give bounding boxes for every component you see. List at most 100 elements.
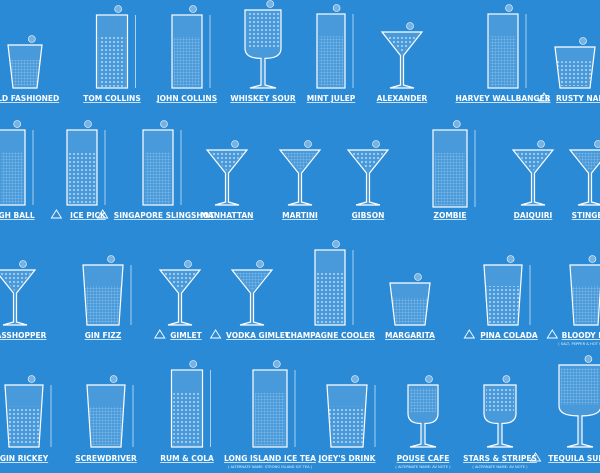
- drink-rum-cola: RUM & COLA: [160, 360, 214, 463]
- liquid-fill: [557, 61, 593, 86]
- garnish-icon: [256, 260, 264, 268]
- liquid-fill: [7, 406, 41, 445]
- garnish-icon: [505, 4, 513, 12]
- drink-name-label: BLOODY MARY: [562, 331, 600, 340]
- liquid-fill: [0, 273, 31, 292]
- drink-gin-fizz: GIN FIZZ: [82, 255, 132, 340]
- garnish-icon: [594, 140, 600, 148]
- drink-bloody-mary: BLOODY MARY ( SALT, PEPPER & HOT SAUCE ): [546, 255, 600, 346]
- garnish-icon: [160, 120, 168, 128]
- drink-name-label: JOEY'S DRINK: [318, 454, 377, 463]
- liquid-fill: [490, 36, 516, 87]
- garnish-icon: [304, 140, 312, 148]
- garnish-icon: [13, 120, 22, 128]
- drink-name-label: GIBSON: [352, 211, 385, 220]
- liquid-fill: [486, 286, 520, 323]
- garnish-icon: [351, 375, 359, 383]
- drink-name-label: OLD FASHIONED: [0, 94, 59, 103]
- liquid-fill: [69, 152, 95, 204]
- martini-glass: [380, 31, 424, 89]
- drink-ice-pick: ICE PICK: [50, 120, 107, 220]
- drink-subtitle: ( ALTERNATE NAME: AV NOTE ): [472, 465, 528, 469]
- drink-name-label: GRASSHOPPER: [0, 331, 47, 340]
- drink-martini: MARTINI: [278, 140, 322, 220]
- drink-john-collins: JOHN COLLINS: [156, 5, 217, 103]
- drink-tequila-sunrise: TEQUILA SUNRISE: [529, 355, 600, 463]
- drink-name-label: MARGARITA: [385, 331, 435, 340]
- drink-old-fashioned: OLD FASHIONED: [0, 35, 59, 103]
- drink-subtitle: ( ALTERNATE NAME: AV NOTE ): [395, 465, 451, 469]
- liquid-fill: [435, 153, 465, 206]
- garnish-icon: [502, 375, 511, 383]
- drink-harvey-wallbanger: HARVEY WALLBANGER: [456, 4, 551, 103]
- drink-name-label: VODKA GIMLET: [226, 331, 291, 340]
- martini-glass: [158, 269, 202, 326]
- martini-glass: [346, 149, 390, 206]
- garnish-icon: [184, 260, 192, 268]
- drink-name-label: TEQUILA SUNRISE: [548, 454, 600, 463]
- drink-long-island-ice-tea: LONG ISLAND ICE TEA ( ALTERNATE NAME: STR…: [224, 360, 316, 469]
- liquid-fill: [392, 297, 428, 323]
- garnish-icon: [537, 140, 545, 148]
- drink-gimlet: GIMLET: [153, 260, 203, 340]
- liquid-fill: [85, 286, 121, 323]
- liquid-fill: [572, 286, 600, 323]
- drink-name-label: SINGAPORE SLINGSHOT: [114, 211, 215, 220]
- drink-name-label: MINT JULEP: [307, 94, 356, 103]
- liquid-fill: [574, 153, 600, 172]
- warning-icon: [50, 209, 63, 219]
- liquid-fill: [173, 393, 201, 446]
- drink-name-label: CHAMPAGNE COOLER: [285, 331, 375, 340]
- drink-name-label: MANHATTAN: [201, 211, 254, 220]
- garnish-icon: [189, 360, 197, 368]
- liquid-fill: [352, 153, 384, 172]
- liquid-fill: [561, 368, 599, 405]
- garnish-icon: [107, 255, 115, 263]
- drink-name-label: ICE PICK: [70, 211, 107, 220]
- drink-name-label: ALEXANDER: [377, 94, 428, 103]
- garnish-icon: [425, 375, 433, 383]
- liquid-fill: [211, 153, 243, 172]
- garnish-icon: [452, 120, 461, 128]
- drink-gin-rickey: GIN RICKEY: [0, 375, 52, 463]
- drink-tom-collins: TOM COLLINS: [83, 5, 141, 103]
- warning-icon: [546, 329, 559, 339]
- liquid-fill: [164, 273, 196, 292]
- liquid-fill: [1, 152, 23, 204]
- garnish-icon: [27, 375, 36, 383]
- drink-margarita: MARGARITA: [385, 273, 435, 340]
- garnish-icon: [84, 120, 92, 128]
- garnish-icon: [506, 255, 515, 263]
- liquid-fill: [386, 35, 418, 54]
- drink-name-label: HARVEY WALLBANGER: [456, 94, 551, 103]
- drink-name-label: LONG ISLAND ICE TEA: [224, 454, 316, 463]
- garnish-icon: [19, 260, 27, 268]
- drink-name-label: WHISKEY SOUR: [230, 94, 296, 103]
- garnish-icon: [372, 140, 380, 148]
- garnish-icon: [266, 0, 275, 8]
- drink-champagne-cooler: CHAMPAGNE COOLER: [285, 240, 375, 340]
- drink-high-ball: HIGH BALL: [0, 120, 35, 220]
- liquid-fill: [319, 36, 343, 87]
- liquid-fill: [98, 36, 126, 87]
- drink-pina-colada: PINA COLADA: [463, 255, 538, 340]
- drink-name-label: MARTINI: [282, 211, 318, 220]
- drink-whiskey-sour: WHISKEY SOUR: [230, 0, 296, 103]
- garnish-icon: [588, 255, 597, 263]
- drink-name-label: ZOMBIE: [434, 211, 467, 220]
- warning-icon: [209, 329, 222, 339]
- drink-rusty-nail: RUSTY NAIL: [538, 37, 600, 103]
- liquid-fill: [255, 393, 285, 446]
- drink-name-label: RUSTY NAIL: [556, 94, 600, 103]
- drink-stinger: STINGER: [568, 140, 600, 220]
- drink-stars-stripes: STARS & STRIPES ( ALTERNATE NAME: AV NOTE…: [463, 375, 537, 469]
- liquid-fill: [517, 153, 549, 172]
- warning-icon: [96, 209, 109, 219]
- martini-glass: [511, 149, 555, 206]
- garnish-icon: [332, 240, 340, 248]
- garnish-icon: [414, 273, 422, 281]
- garnish-icon: [114, 5, 122, 13]
- drink-name-label: TOM COLLINS: [83, 94, 140, 103]
- garnish-icon: [272, 360, 281, 368]
